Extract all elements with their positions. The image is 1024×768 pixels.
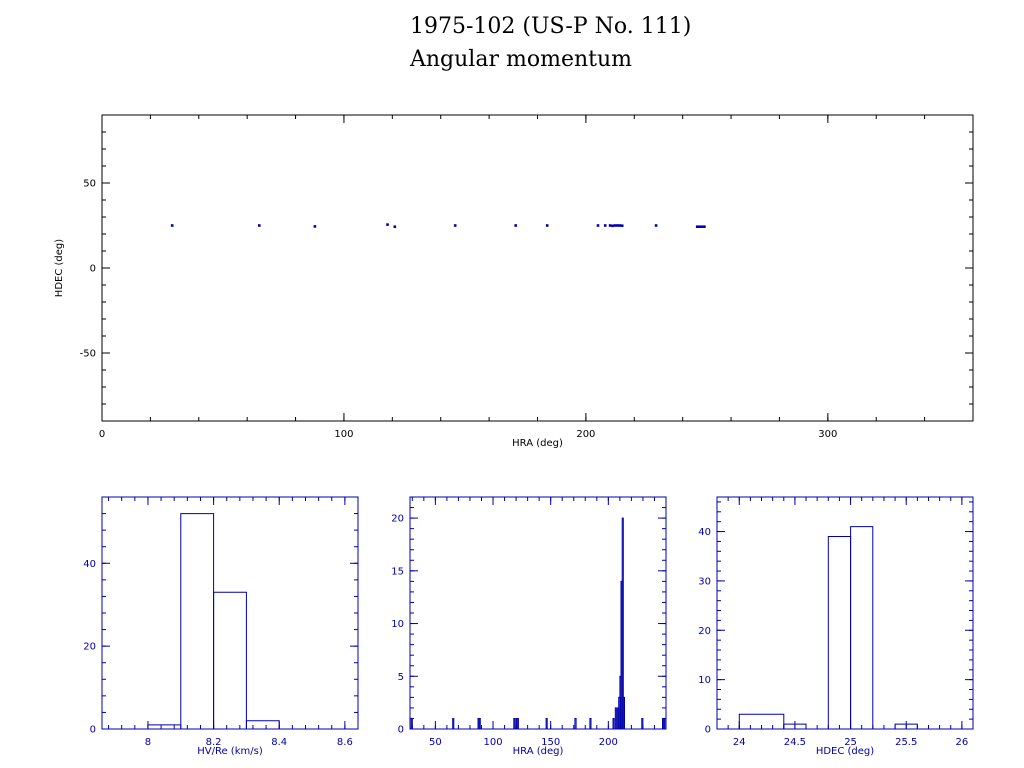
y-tick-label: 0 [90,264,96,275]
histogram-bar [612,718,615,729]
x-tick-label: 24.5 [784,737,806,748]
x-tick-label: 300 [818,429,837,440]
x-tick-label: 25.5 [895,737,917,748]
scatter-point [386,223,389,226]
y-tick-label: 20 [698,626,711,637]
scatter-point [603,224,607,227]
y-tick-label: 40 [83,559,96,570]
scatter-point [596,224,600,227]
histogram-bar [245,720,280,729]
x-axis-label: HRA (deg) [513,746,564,757]
scatter-point [618,224,622,227]
x-tick-label: 50 [429,737,442,748]
scatter-point [620,224,624,227]
y-tick-label: 50 [83,179,96,190]
x-tick-label: 100 [334,429,353,440]
histogram-bar [621,517,624,729]
scatter-point [700,225,704,228]
x-tick-label: 8.2 [206,737,222,748]
histogram-bar [516,718,519,729]
y-tick-label: 0 [398,725,404,736]
y-tick-label: -50 [80,349,96,360]
x-tick-label: 8.4 [271,737,287,748]
scatter-point [393,225,397,228]
histogram-bar [622,696,625,729]
histogram-bar [827,536,852,729]
histogram-bar [452,718,455,729]
x-tick-label: 26 [956,737,969,748]
x-tick-label: 200 [576,429,595,440]
scatter-point [611,224,614,228]
x-tick-label: 8.6 [337,737,353,748]
scatter-point [698,225,701,228]
x-tick-label: 200 [599,737,618,748]
scatter-plot-hra-hdec: 0 100 200 300 -50 0 50 HRA (deg) HDEC (deg) [54,114,974,449]
plot-frame [409,496,667,730]
y-axis-label: HDEC (deg) [54,239,65,297]
x-tick-label: 150 [541,737,560,748]
scatter-point [613,224,617,227]
histogram-bar [850,526,874,729]
y-tick-label: 20 [391,514,404,525]
histogram-bar [478,718,481,729]
y-tick-label: 0 [705,725,711,736]
histogram-bar [147,724,182,729]
scatter-point [313,225,317,228]
x-axis-label: HV/Re (km/s) [197,746,263,757]
y-tick-label: 0 [90,725,96,736]
chart-subtitle: Angular momentum [410,47,632,72]
scatter-point [453,224,457,227]
x-axis-label: HDEC (deg) [816,746,874,757]
histogram-hdec: 24 24.5 25 25.5 26 0 10 20 30 40 HDEC (deg) [698,496,974,757]
x-tick-label: 24 [733,737,746,748]
histogram-bar [213,591,247,729]
y-tick-label: 20 [83,642,96,653]
scatter-point [170,224,174,227]
histogram-bar [663,718,666,729]
plot-frame [101,496,359,730]
histogram-bar [545,718,548,729]
scatter-point [703,225,706,228]
y-tick-label: 30 [698,576,711,587]
y-tick-label: 15 [391,566,404,577]
histogram-hra: 50 100 150 200 0 5 10 15 20 HRA (deg) [391,496,667,757]
histogram-bar [589,718,592,729]
plot-frame [716,496,974,730]
histogram-bar [180,513,215,729]
scatter-point [514,224,517,227]
scatter-point [608,224,612,227]
scatter-point [654,224,658,227]
y-tick-label: 10 [698,675,711,686]
histogram-bar [641,718,644,729]
y-tick-label: 10 [391,619,404,630]
y-tick-label: 40 [698,527,711,538]
scatter-point [545,224,549,227]
histogram-bar [574,718,577,729]
y-tick-label: 5 [398,672,404,683]
x-tick-label: 8 [145,737,151,748]
x-tick-label: 25 [844,737,857,748]
plot-frame [101,114,974,422]
scatter-point [616,224,619,227]
histogram-bar [614,707,617,729]
histogram-bar [513,718,516,729]
x-axis-label: HRA (deg) [512,438,563,449]
chart-title: 1975-102 (US-P No. 111) [410,14,692,39]
scatter-point [258,224,261,227]
histogram-hv: 8 8.2 8.4 8.6 0 20 40 HV/Re (km/s) [83,496,359,757]
x-tick-label: 100 [483,737,502,748]
scatter-point [695,225,699,228]
x-tick-label: 0 [99,429,105,440]
